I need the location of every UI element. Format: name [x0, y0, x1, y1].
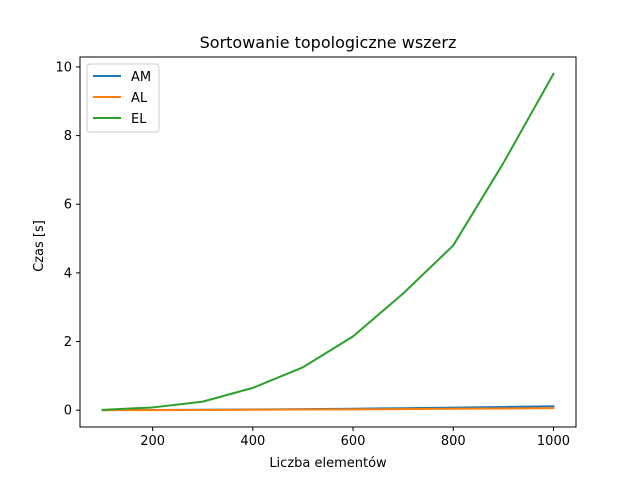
x-tick-label: 800 [441, 434, 466, 449]
y-tick-label: 6 [64, 198, 72, 213]
plot-area: 200 400 600 800 1000 0 2 4 6 8 10 AM AL EL [55, 56, 577, 449]
y-tick-label: 10 [55, 60, 72, 75]
legend: AM AL EL [86, 63, 160, 133]
legend-label-am: AM [131, 70, 151, 85]
series-line-el [101, 72, 555, 411]
x-tick-label: 200 [140, 434, 165, 449]
y-tick-label: 0 [64, 404, 72, 419]
chart-title: Sortowanie topologiczne wszerz [200, 33, 457, 52]
legend-label-al: AL [131, 91, 148, 106]
legend-label-el: EL [131, 112, 147, 127]
legend-box [86, 63, 160, 133]
y-tick-label: 8 [64, 129, 72, 144]
x-tick-label: 600 [341, 434, 366, 449]
y-tick-label: 4 [64, 266, 72, 281]
plot-frame [79, 56, 577, 428]
x-axis-title: Liczba elementów [269, 456, 387, 471]
x-tick-label: 400 [240, 434, 265, 449]
series-line-al [101, 407, 555, 412]
x-tick-label: 1000 [537, 434, 570, 449]
y-axis-title: Czas [s] [32, 220, 47, 272]
y-tick-label: 2 [64, 335, 72, 350]
